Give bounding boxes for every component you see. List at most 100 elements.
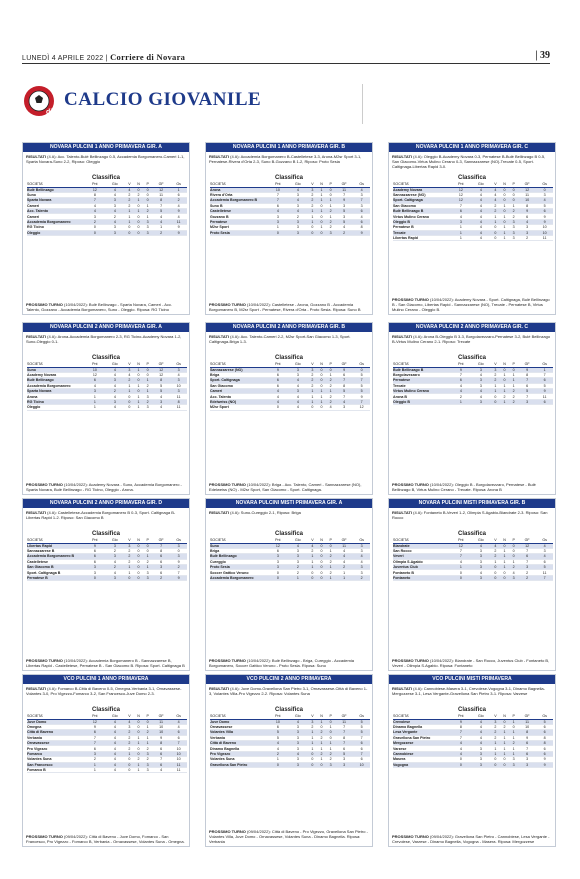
stat-cell: 1 (143, 388, 153, 395)
classifica-heading: Classifica (457, 707, 487, 713)
table-header-row: SOCIETA' Pnt Gio V N P GF Gs (210, 538, 370, 544)
stat-cell: 3 (85, 213, 105, 220)
table-row: Omegna 9 4 3 0 1 10 4 (27, 724, 187, 731)
stat-cell: 6 (536, 729, 553, 736)
stat-cell: 0 (316, 543, 327, 549)
stat-cell: 3 (491, 367, 500, 373)
column-header: Gs (353, 538, 370, 544)
stat-cell: 0 (125, 393, 134, 400)
stat-cell: 2 (491, 203, 500, 210)
stat-cell: 2 (509, 393, 519, 400)
stat-cell: 7 (335, 377, 354, 384)
stat-cell: 12 (451, 543, 471, 549)
panel-results: RISULTATI (4 A): Fontaneto B-Veveri 1-2,… (389, 508, 555, 530)
table-row: Volantes Villa 5 3 1 2 0 7 5 (210, 729, 370, 736)
stat-cell: 0 (143, 187, 153, 193)
masthead: LUNEDÌ 4 APRILE 2022 | Corriere di Novar… (22, 50, 550, 64)
stat-cell: 3 (353, 203, 370, 210)
section-header: di CALCIO GIOVANILE (22, 84, 322, 118)
stat-cell: 0 (451, 756, 471, 763)
stat-cell: 4 (104, 735, 126, 742)
column-header: Gio (104, 182, 126, 188)
panel-title: NOVARA PULCINI 2 ANNO PRIMAVERA GIR. A (23, 323, 189, 332)
stat-cell: 0 (125, 762, 134, 769)
standings-table: SOCIETA' Pnt Gio V N P GF Gs Arona 10 4 3 1 0 11 4 River… (210, 182, 370, 237)
stat-cell: 1 (499, 230, 510, 237)
stat-cell: 3 (509, 235, 519, 242)
stat-cell: 4 (470, 213, 492, 220)
stat-cell: 1 (308, 388, 317, 395)
column-header: N (133, 182, 144, 188)
stat-cell: 6 (152, 745, 171, 752)
stat-cell: 3 (470, 745, 492, 752)
stat-cell: 2 (143, 729, 153, 736)
team-name: Vogogna (393, 762, 451, 769)
stat-cell: 1 (308, 399, 317, 406)
column-header: Gio (470, 714, 492, 720)
column-header: GF (335, 362, 354, 368)
stat-cell: 0 (499, 208, 510, 215)
stat-cell: 1 (499, 735, 510, 742)
stat-cell: 1 (491, 740, 500, 747)
stat-cell: 4 (451, 213, 471, 220)
stat-cell: 10 (536, 224, 553, 231)
stat-cell: 4 (451, 740, 471, 747)
standings-panel: NOVARA PULCINI MISTI PRIMAVERA GIR. A RIS… (205, 498, 373, 671)
stat-cell: 0 (499, 543, 510, 549)
panel-title: NOVARA PULCINI 2 ANNO PRIMAVERA GIR. B (206, 323, 372, 332)
team-name: Pro Vigezzo (27, 745, 85, 752)
stat-cell: 0 (133, 372, 144, 379)
team-name: Lesa Vergante (393, 729, 451, 736)
results-text: (4 A): Castelletese-Accademia Borgomaner… (26, 510, 176, 520)
stat-cell: 4 (451, 751, 471, 758)
team-name: Cameri (210, 388, 268, 395)
stat-cell: 6 (335, 745, 354, 752)
stat-cell: 2 (451, 393, 471, 400)
stat-cell: 2 (316, 751, 327, 758)
table-row: Sparta Novara 7 3 2 1 0 8 2 (27, 197, 187, 204)
table-row: Bulè Bellinzago 3 3 1 0 2 4 4 (210, 553, 370, 560)
table-row: Cameri 4 3 1 1 1 5 5 (210, 388, 370, 395)
standings-panel: NOVARA PULCINI 2 ANNO PRIMAVERA GIR. D RI… (22, 498, 190, 671)
stat-cell: 4 (287, 719, 309, 725)
stat-cell: 2 (316, 729, 327, 736)
table-header-row: SOCIETA' Pnt Gio V N P GF Gs (210, 362, 370, 368)
stat-cell: 0 (499, 762, 510, 769)
stat-cell: 3 (287, 735, 309, 742)
stat-cell: 3 (104, 553, 126, 560)
stat-cell: 1 (499, 553, 510, 560)
stat-cell: 1 (451, 399, 471, 406)
stat-cell: 11 (170, 767, 187, 774)
standings-table: SOCIETA' Pnt Gio V N P GF Gs Suno 12 4 4 0 0 11 3 Briga 6… (210, 538, 370, 582)
stat-cell: 0 (133, 729, 144, 736)
stat-cell: 0 (308, 404, 317, 411)
column-header: V (308, 538, 317, 544)
stat-cell: 1 (499, 383, 510, 390)
stat-cell: 3 (143, 767, 153, 774)
next-round-text: (10/04/2022): Accademia Borgomanero B - … (26, 658, 185, 668)
team-name: Volantes Villa (210, 729, 268, 736)
stat-cell: 0 (133, 543, 144, 549)
column-header: SOCIETA' (393, 362, 451, 368)
next-round: PROSSIMO TURNO (09/04/2022): Città di Ba… (26, 834, 186, 844)
table-header-row: SOCIETA' Pnt Gio V N P GF Gs (393, 714, 553, 720)
column-header: V (491, 714, 500, 720)
panel-results: RISULTATI (4 A): Arona B-Oleggio B 3-3, … (389, 332, 555, 354)
stat-cell: 3 (470, 399, 492, 406)
table-row: Briga 6 3 2 0 1 6 5 (210, 372, 370, 379)
stat-cell: 9 (353, 230, 370, 237)
stat-cell: 1 (451, 235, 471, 242)
stat-cell: 4 (536, 197, 553, 204)
stat-cell: 12 (85, 187, 105, 193)
stat-cell: 4 (470, 219, 492, 226)
stat-cell: 2 (133, 192, 144, 199)
stat-cell: 1 (133, 762, 144, 769)
stat-cell: 0 (308, 762, 317, 769)
stat-cell: 7 (170, 569, 187, 576)
stat-cell: 6 (152, 569, 171, 576)
stat-cell: 5 (268, 735, 288, 742)
team-name: Fomarco (27, 751, 85, 758)
table-row: Pro Vigezzo 2 4 0 2 2 5 7 (210, 751, 370, 758)
